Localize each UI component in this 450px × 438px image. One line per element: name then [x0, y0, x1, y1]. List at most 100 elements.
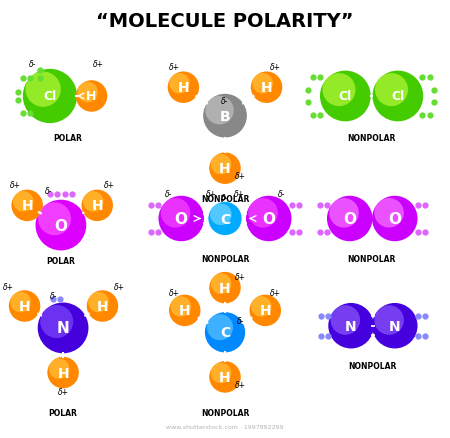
Text: H: H	[219, 162, 231, 176]
Text: δ-: δ-	[29, 60, 36, 68]
Circle shape	[209, 272, 241, 304]
Circle shape	[375, 74, 408, 107]
Text: NONPOLAR: NONPOLAR	[201, 408, 249, 417]
Circle shape	[11, 190, 43, 222]
Text: δ+: δ+	[104, 180, 115, 189]
Text: δ-: δ-	[50, 291, 57, 300]
Text: H: H	[57, 366, 69, 380]
Text: δ+: δ+	[235, 272, 246, 281]
Text: δ+: δ+	[169, 63, 180, 71]
Text: H: H	[219, 281, 231, 295]
Circle shape	[251, 72, 282, 104]
Text: C: C	[220, 212, 230, 226]
Text: δ+: δ+	[270, 289, 281, 298]
Text: δ-: δ-	[221, 97, 229, 106]
Text: H: H	[261, 81, 272, 95]
Circle shape	[23, 70, 77, 124]
Circle shape	[251, 297, 271, 317]
Circle shape	[323, 74, 356, 107]
Circle shape	[40, 305, 73, 338]
Circle shape	[169, 295, 201, 326]
Circle shape	[205, 312, 245, 353]
Circle shape	[374, 306, 404, 335]
Text: δ+: δ+	[3, 282, 14, 291]
Circle shape	[246, 196, 292, 242]
Text: “MOLECULE POLARITY”: “MOLECULE POLARITY”	[96, 12, 354, 31]
Text: NONPOLAR: NONPOLAR	[201, 195, 249, 204]
Text: www.shutterstock.com · 1997892299: www.shutterstock.com · 1997892299	[166, 424, 284, 428]
Text: δ-: δ-	[237, 316, 244, 325]
Circle shape	[327, 196, 373, 242]
Circle shape	[38, 303, 89, 353]
Text: C: C	[220, 325, 230, 339]
Circle shape	[207, 314, 233, 341]
Text: Cl: Cl	[43, 90, 57, 103]
Circle shape	[169, 74, 190, 94]
Circle shape	[26, 72, 61, 108]
Text: N: N	[57, 321, 69, 336]
Text: NONPOLAR: NONPOLAR	[347, 134, 396, 143]
Text: H: H	[178, 81, 189, 95]
Circle shape	[10, 292, 31, 313]
Text: H: H	[19, 299, 31, 313]
Text: H: H	[219, 370, 231, 384]
Text: H: H	[91, 199, 103, 213]
Circle shape	[211, 155, 231, 175]
Text: δ+: δ+	[270, 63, 281, 71]
Circle shape	[329, 198, 359, 228]
Text: N: N	[389, 319, 400, 333]
Circle shape	[88, 292, 109, 313]
Text: δ+: δ+	[206, 189, 216, 198]
Text: δ-: δ-	[221, 194, 229, 202]
Circle shape	[372, 303, 418, 349]
Circle shape	[13, 192, 33, 212]
Circle shape	[320, 71, 371, 122]
Text: O: O	[388, 212, 401, 226]
Circle shape	[252, 74, 273, 94]
Text: δ-: δ-	[164, 189, 172, 198]
Circle shape	[158, 196, 204, 242]
Circle shape	[38, 203, 71, 236]
Circle shape	[171, 297, 191, 317]
Text: δ+: δ+	[169, 289, 180, 298]
Circle shape	[9, 290, 40, 322]
Text: NONPOLAR: NONPOLAR	[347, 255, 396, 264]
Text: O: O	[343, 212, 356, 226]
Text: δ+: δ+	[234, 189, 245, 198]
Circle shape	[203, 95, 247, 138]
Text: δ+: δ+	[58, 387, 68, 396]
Circle shape	[83, 192, 104, 212]
Circle shape	[372, 196, 418, 242]
Circle shape	[87, 290, 118, 322]
Circle shape	[328, 303, 374, 349]
Text: POLAR: POLAR	[53, 134, 82, 143]
Circle shape	[49, 359, 69, 379]
Circle shape	[331, 306, 360, 335]
Circle shape	[205, 97, 234, 125]
Circle shape	[161, 198, 190, 228]
Circle shape	[211, 363, 231, 383]
Text: Cl: Cl	[391, 90, 405, 103]
Text: H: H	[97, 299, 108, 313]
Text: Cl: Cl	[339, 90, 352, 103]
Circle shape	[373, 71, 423, 122]
Text: NONPOLAR: NONPOLAR	[201, 255, 249, 264]
Text: δ+: δ+	[10, 180, 21, 189]
Text: δ-: δ-	[278, 189, 286, 198]
Text: O: O	[54, 218, 68, 233]
Circle shape	[81, 190, 113, 222]
Text: POLAR: POLAR	[49, 408, 77, 417]
Text: H: H	[86, 90, 97, 103]
Circle shape	[77, 83, 98, 103]
Text: H: H	[260, 304, 271, 318]
Text: O: O	[262, 212, 275, 226]
Circle shape	[76, 81, 107, 113]
Circle shape	[209, 153, 241, 184]
Text: δ+: δ+	[235, 172, 246, 181]
Text: N: N	[345, 319, 357, 333]
Text: O: O	[175, 212, 188, 226]
Circle shape	[249, 295, 281, 326]
Circle shape	[209, 361, 241, 393]
Text: H: H	[22, 199, 33, 213]
Circle shape	[36, 200, 86, 251]
